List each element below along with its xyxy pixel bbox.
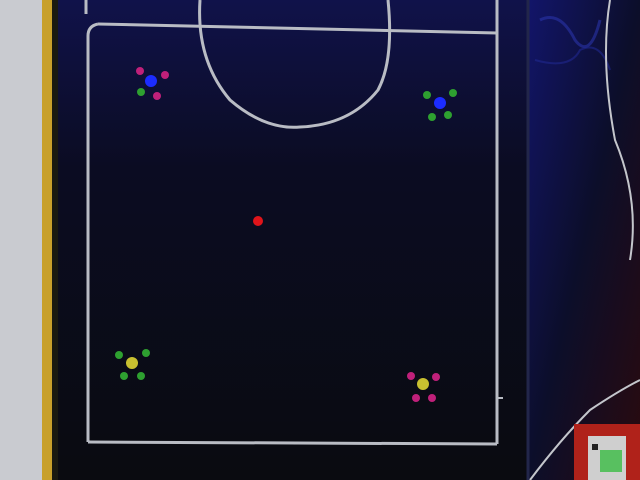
id-dot <box>120 372 128 380</box>
id-dot <box>153 92 161 100</box>
id-dot <box>432 373 440 381</box>
team-marker-yellow <box>126 357 138 369</box>
id-dot <box>444 111 452 119</box>
center-circle <box>198 0 392 129</box>
id-dot <box>115 351 123 359</box>
left-wall <box>0 0 42 480</box>
robot-top-left <box>136 67 169 100</box>
id-dot <box>137 372 145 380</box>
cable-white-bottom <box>529 379 640 480</box>
left-dark-edge <box>52 0 58 480</box>
team-marker-blue <box>434 97 446 109</box>
id-dot <box>142 349 150 357</box>
robot-top-right <box>423 89 457 121</box>
cable-blue-2 <box>534 46 611 71</box>
left-yellow-strip <box>42 0 52 480</box>
boundary-left-line <box>86 22 99 442</box>
team-marker-yellow <box>417 378 429 390</box>
id-dot <box>161 71 169 79</box>
cable-white-top <box>605 0 634 261</box>
halfway-line <box>97 22 498 35</box>
robot-bottom-left <box>115 349 150 380</box>
field-lines <box>84 0 499 446</box>
team-marker-blue <box>145 75 157 87</box>
id-dot <box>428 394 436 402</box>
id-dot <box>412 394 420 402</box>
right-background <box>528 0 640 480</box>
id-dot <box>407 372 415 380</box>
id-dot <box>428 113 436 121</box>
cable-blue <box>539 16 602 49</box>
id-dot <box>449 89 457 97</box>
id-dot <box>423 91 431 99</box>
boundary-bottom-line <box>87 440 498 446</box>
id-dot <box>136 67 144 75</box>
device-bottom-right <box>574 424 640 480</box>
id-dot <box>137 88 145 96</box>
ball <box>253 216 263 226</box>
robot-bottom-right <box>407 372 440 402</box>
